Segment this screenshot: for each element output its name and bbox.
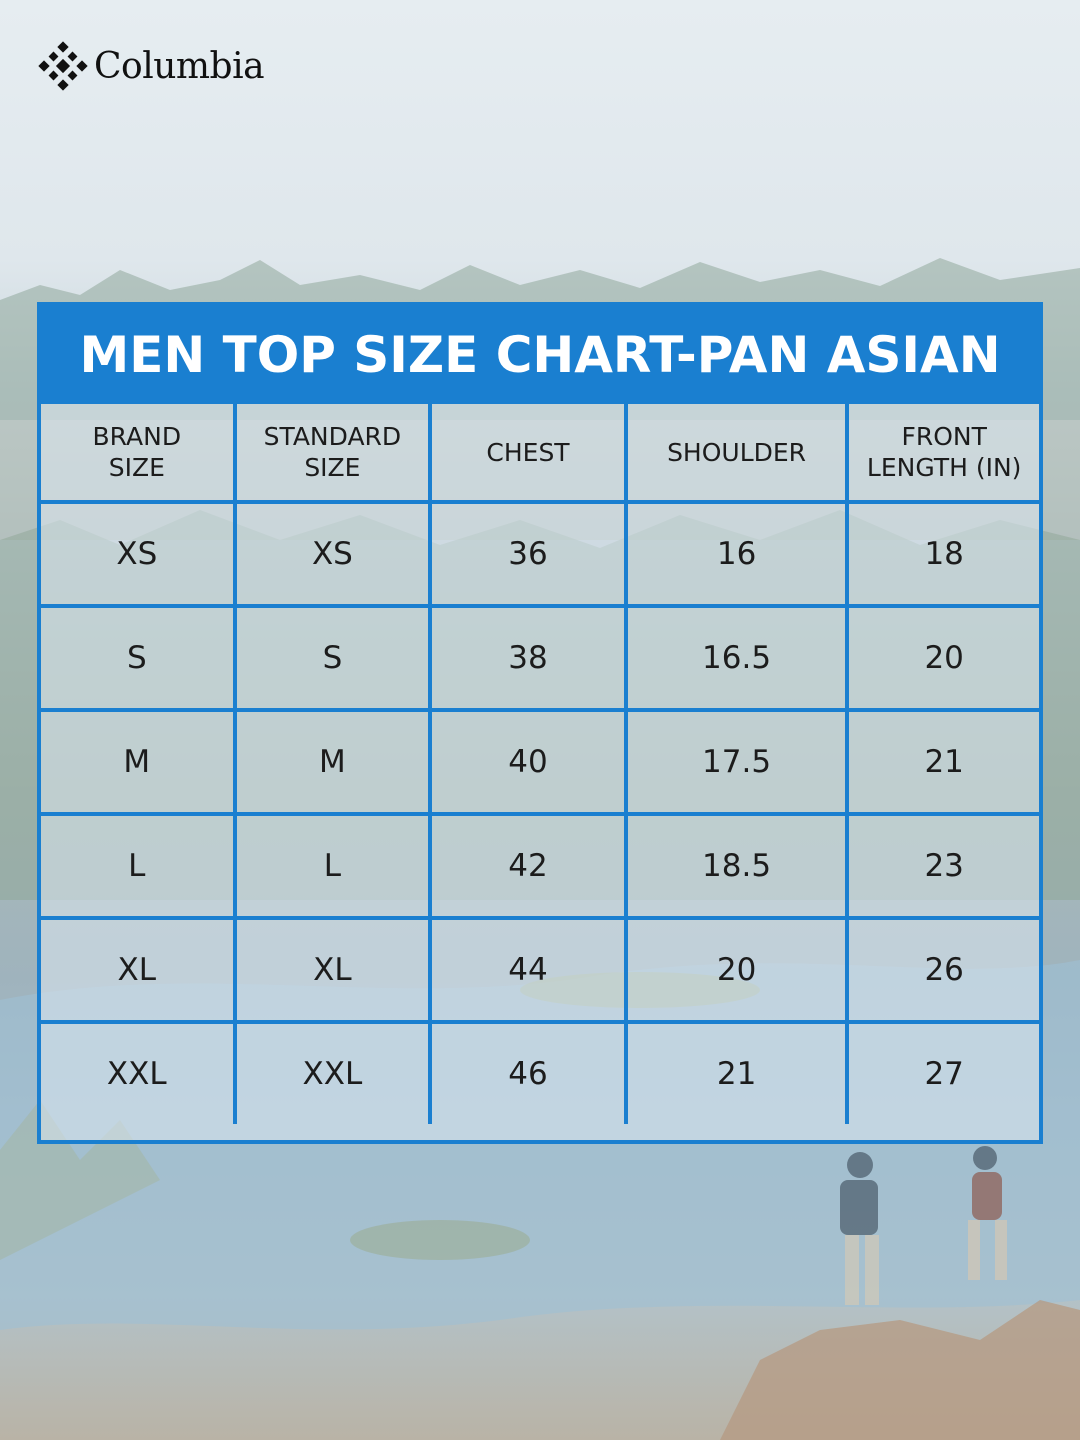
cell-chest: 46 bbox=[428, 1020, 628, 1124]
cell-shoulder: 16.5 bbox=[623, 604, 850, 712]
chart-title: MEN TOP SIZE CHART-PAN ASIAN bbox=[41, 306, 1039, 404]
cell-front-length: 21 bbox=[845, 708, 1039, 816]
header-label: BRAND bbox=[92, 422, 182, 451]
cell-chest: 40 bbox=[428, 708, 628, 816]
brand-name: Columbia bbox=[94, 45, 265, 87]
header-label: LENGTH (IN) bbox=[866, 453, 1022, 482]
header-label: SHOULDER bbox=[667, 437, 807, 467]
cell-standard-size: M bbox=[232, 708, 433, 816]
cell-brand-size: L bbox=[41, 812, 237, 920]
header-chest: CHEST bbox=[428, 404, 628, 504]
cell-front-length: 20 bbox=[845, 604, 1039, 712]
cell-standard-size: XL bbox=[232, 916, 433, 1024]
cell-shoulder: 16 bbox=[623, 500, 850, 608]
cell-brand-size: M bbox=[41, 708, 237, 816]
brand-logo: Columbia bbox=[38, 38, 265, 94]
columbia-diamond-icon bbox=[38, 41, 88, 91]
cell-front-length: 27 bbox=[845, 1020, 1039, 1124]
cell-front-length: 18 bbox=[845, 500, 1039, 608]
header-brand-size: BRAND SIZE bbox=[41, 404, 237, 504]
header-label: STANDARD bbox=[263, 422, 402, 451]
cell-standard-size: XXL bbox=[232, 1020, 433, 1124]
cell-brand-size: S bbox=[41, 604, 237, 712]
header-label: SIZE bbox=[304, 453, 361, 482]
table-row: XS XS 36 16 18 bbox=[41, 500, 1039, 608]
table-header-row: BRAND SIZE STANDARD SIZE CHEST SHOULDER … bbox=[41, 404, 1039, 504]
header-shoulder: SHOULDER bbox=[623, 404, 850, 504]
cell-standard-size: L bbox=[232, 812, 433, 920]
cell-brand-size: XL bbox=[41, 916, 237, 1024]
table-row: M M 40 17.5 21 bbox=[41, 708, 1039, 816]
header-label: CHEST bbox=[486, 437, 570, 467]
table-row: L L 42 18.5 23 bbox=[41, 812, 1039, 920]
size-chart: MEN TOP SIZE CHART-PAN ASIAN BRAND SIZE … bbox=[37, 302, 1043, 1144]
table-row: XXL XXL 46 21 27 bbox=[41, 1020, 1039, 1124]
cell-front-length: 23 bbox=[845, 812, 1039, 920]
cell-standard-size: S bbox=[232, 604, 433, 712]
header-front-length: FRONT LENGTH (IN) bbox=[845, 404, 1039, 504]
cell-shoulder: 17.5 bbox=[623, 708, 850, 816]
cell-standard-size: XS bbox=[232, 500, 433, 608]
cell-shoulder: 20 bbox=[623, 916, 850, 1024]
size-table: BRAND SIZE STANDARD SIZE CHEST SHOULDER … bbox=[41, 404, 1039, 1124]
cell-shoulder: 18.5 bbox=[623, 812, 850, 920]
cell-chest: 44 bbox=[428, 916, 628, 1024]
cell-chest: 42 bbox=[428, 812, 628, 920]
cell-chest: 38 bbox=[428, 604, 628, 712]
cell-shoulder: 21 bbox=[623, 1020, 850, 1124]
cell-brand-size: XS bbox=[41, 500, 237, 608]
table-row: XL XL 44 20 26 bbox=[41, 916, 1039, 1024]
header-label: FRONT bbox=[901, 422, 987, 451]
cell-chest: 36 bbox=[428, 500, 628, 608]
header-label: SIZE bbox=[108, 453, 165, 482]
cell-front-length: 26 bbox=[845, 916, 1039, 1024]
table-row: S S 38 16.5 20 bbox=[41, 604, 1039, 712]
cell-brand-size: XXL bbox=[41, 1020, 237, 1124]
header-standard-size: STANDARD SIZE bbox=[232, 404, 433, 504]
